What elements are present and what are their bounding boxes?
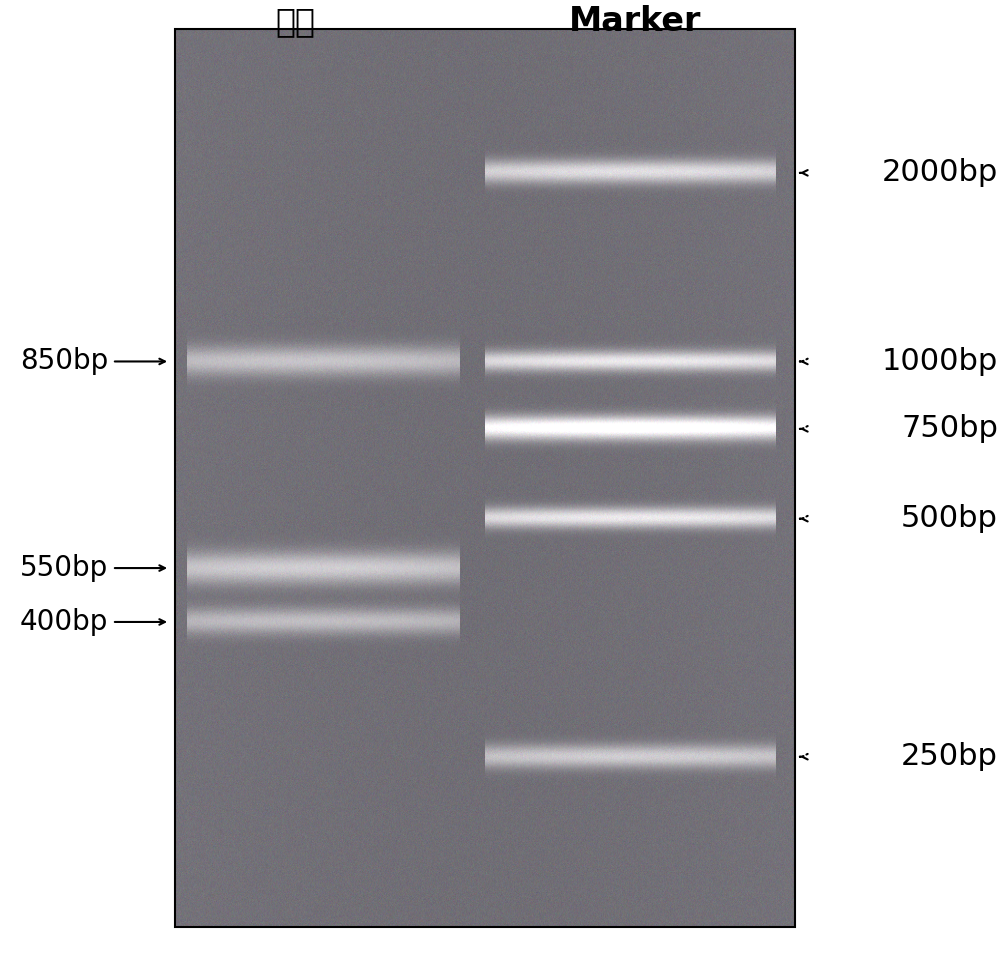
Text: 250bp: 250bp	[901, 742, 998, 771]
Text: 750bp: 750bp	[901, 414, 998, 443]
Text: 样品: 样品	[275, 5, 315, 38]
Text: 400bp: 400bp	[20, 608, 108, 636]
Text: 2000bp: 2000bp	[882, 158, 998, 187]
Text: 500bp: 500bp	[901, 504, 998, 533]
Text: 550bp: 550bp	[20, 554, 108, 582]
Text: Marker: Marker	[569, 5, 701, 38]
Bar	[175, 29, 795, 927]
Text: 850bp: 850bp	[20, 348, 108, 376]
Text: 1000bp: 1000bp	[882, 347, 998, 376]
